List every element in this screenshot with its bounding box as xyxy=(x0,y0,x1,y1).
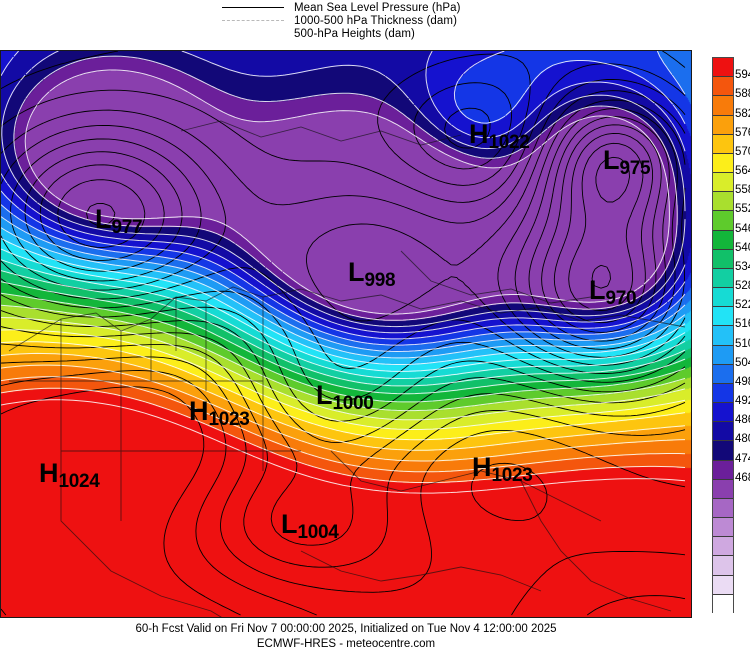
colorbar xyxy=(712,57,734,614)
colorbar-tick: 498 xyxy=(735,375,750,388)
pressure-center-high: H1022 xyxy=(469,119,530,153)
pressure-center-value: 1024 xyxy=(58,471,100,492)
colorbar-segment xyxy=(713,518,733,538)
colorbar-tick: 540 xyxy=(735,241,750,254)
colorbar-tick: 468 xyxy=(735,471,750,484)
pressure-center-value: 1004 xyxy=(297,522,339,543)
colorbar-segment xyxy=(713,134,733,154)
colorbar-segment xyxy=(713,173,733,193)
colorbar-segment xyxy=(713,556,733,576)
pressure-center-low: L977 xyxy=(95,204,143,238)
pressure-center-low: L1000 xyxy=(316,380,374,414)
colorbar-tick: 480 xyxy=(735,433,750,446)
colorbar-tick: 492 xyxy=(735,395,750,408)
pressure-center-value: 970 xyxy=(605,288,637,309)
pressure-center-type: L xyxy=(281,509,298,539)
legend: Mean Sea Level Pressure (hPa) 1000-500 h… xyxy=(0,0,750,48)
colorbar-segment xyxy=(713,575,733,595)
colorbar-segment xyxy=(713,403,733,423)
footer-forecast-line: 60-h Fcst Valid on Fri Nov 7 00:00:00 20… xyxy=(135,623,557,635)
colorbar-segment xyxy=(713,479,733,499)
legend-item-heights: 500-hPa Heights (dam) xyxy=(222,27,415,40)
colorbar-tick: 516 xyxy=(735,318,750,331)
colorbar-segment xyxy=(713,594,733,614)
colorbar-tick: 558 xyxy=(735,184,750,197)
pressure-center-type: L xyxy=(348,257,365,287)
footer: 60-h Fcst Valid on Fri Nov 7 00:00:00 20… xyxy=(0,622,692,652)
footer-source-line: ECMWF-HRES - meteocentre.com xyxy=(256,638,436,650)
colorbar-segment xyxy=(713,537,733,557)
pressure-center-value: 1000 xyxy=(332,393,374,414)
colorbar-segment xyxy=(713,345,733,365)
colorbar-tick: 510 xyxy=(735,337,750,350)
pressure-center-value: 1023 xyxy=(208,409,250,430)
pressure-center-type: L xyxy=(603,145,620,175)
pressure-center-low: L1004 xyxy=(281,509,339,543)
legend-item-label: 1000-500 hPa Thickness (dam) xyxy=(294,14,458,27)
pressure-center-type: H xyxy=(39,458,59,488)
legend-item-mslp: Mean Sea Level Pressure (hPa) xyxy=(222,1,461,14)
colorbar-tick: 588 xyxy=(735,88,750,101)
legend-item-label: 500-hPa Heights (dam) xyxy=(294,27,415,40)
colorbar-segment xyxy=(713,307,733,327)
colorbar-segment xyxy=(713,326,733,346)
colorbar-tick: 576 xyxy=(735,126,750,139)
map-contours-overlay xyxy=(1,51,686,617)
colorbar-segment xyxy=(713,288,733,308)
colorbar-segment xyxy=(713,422,733,442)
colorbar-segment xyxy=(713,211,733,231)
pressure-center-low: L970 xyxy=(589,275,637,309)
colorbar-tick: 486 xyxy=(735,414,750,427)
colorbar-segment xyxy=(713,230,733,250)
colorbar-tick: 594 xyxy=(735,69,750,82)
pressure-center-high: H1024 xyxy=(39,458,100,492)
colorbar-segment xyxy=(713,96,733,116)
pressure-center-value: 1022 xyxy=(488,132,530,153)
solid-line-swatch-icon xyxy=(222,7,284,8)
weather-map[interactable]: H1022 L975 L977 L998 L970 L1000 H1023 H1023 H102… xyxy=(0,50,692,618)
colorbar-tick: 504 xyxy=(735,356,750,369)
pressure-center-type: H xyxy=(472,452,492,482)
pressure-center-high: H1023 xyxy=(472,452,533,486)
pressure-center-value: 1023 xyxy=(491,465,533,486)
pressure-center-value: 977 xyxy=(111,217,143,238)
dashed-line-swatch-icon xyxy=(222,20,284,21)
colorbar-tick: 534 xyxy=(735,260,750,273)
colorbar-segment xyxy=(713,460,733,480)
pressure-center-low: L998 xyxy=(348,257,396,291)
colorbar-tick: 522 xyxy=(735,299,750,312)
pressure-center-type: H xyxy=(189,396,209,426)
colorbar-tick: 474 xyxy=(735,452,750,465)
colorbar-segment xyxy=(713,441,733,461)
colorbar-segment xyxy=(713,383,733,404)
colorbar-segment xyxy=(713,115,733,135)
colorbar-tick: 528 xyxy=(735,280,750,293)
colorbar-segment xyxy=(713,268,733,289)
pressure-center-value: 998 xyxy=(364,270,396,291)
colorbar-segment xyxy=(713,77,733,97)
colorbar-tick: 552 xyxy=(735,203,750,216)
legend-item-label: Mean Sea Level Pressure (hPa) xyxy=(294,1,461,14)
colorbar-segment xyxy=(713,498,733,519)
colorbar-tick: 582 xyxy=(735,107,750,120)
pressure-center-type: H xyxy=(469,119,489,149)
pressure-center-low: L975 xyxy=(603,145,651,179)
colorbar-segment xyxy=(713,192,733,212)
pressure-center-type: L xyxy=(589,275,606,305)
colorbar-tick-labels: 594 588 582 576 570 564 558 552 546 540 534 528 522 5… xyxy=(735,57,750,613)
colorbar-segment xyxy=(713,153,733,174)
legend-item-thickness: 1000-500 hPa Thickness (dam) xyxy=(222,14,457,27)
colorbar-tick: 546 xyxy=(735,222,750,235)
pressure-center-type: L xyxy=(316,380,333,410)
pressure-center-type: L xyxy=(95,204,112,234)
pressure-center-value: 975 xyxy=(619,158,651,179)
colorbar-segment xyxy=(713,249,733,269)
pressure-center-high: H1023 xyxy=(189,396,250,430)
colorbar-tick: 570 xyxy=(735,145,750,158)
colorbar-segment xyxy=(713,364,733,384)
colorbar-tick: 564 xyxy=(735,165,750,178)
colorbar-segment xyxy=(713,58,733,78)
